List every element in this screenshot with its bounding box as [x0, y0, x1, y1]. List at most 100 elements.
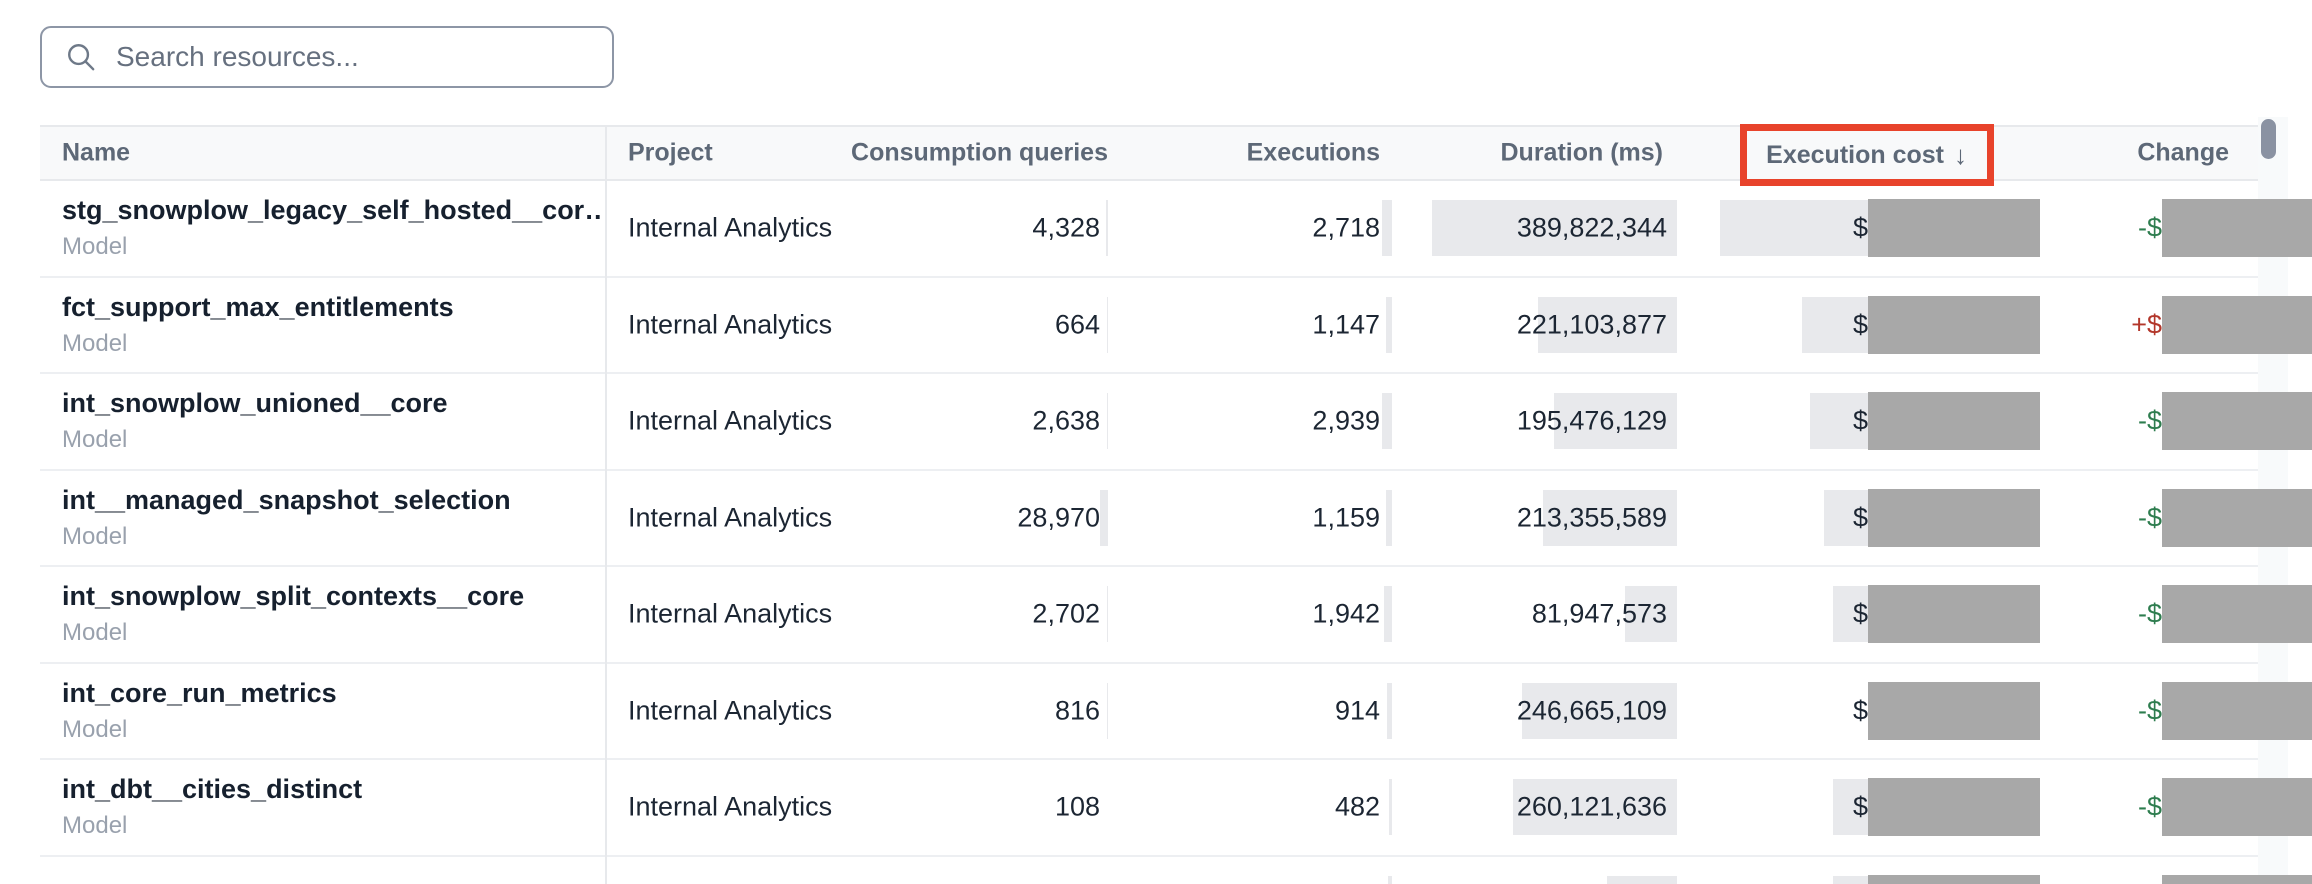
consumption-data-bar [1107, 682, 1108, 739]
duration-data-bar [1543, 489, 1677, 546]
name-cell: fct_dbt_project_activity [62, 857, 602, 884]
change-redaction-box [2162, 488, 2312, 547]
col-header-execution-cost[interactable]: Execution cost [1766, 140, 1944, 169]
table-row[interactable]: int__managed_snapshot_selection Model In… [40, 470, 2312, 567]
executions-data-bar [1387, 682, 1392, 739]
cost-redaction-box [1868, 488, 2040, 547]
executions-data-bar [1389, 779, 1392, 836]
table-row[interactable]: fct_support_max_entitlements Model Inter… [40, 277, 2312, 374]
executions-data-bar [1384, 586, 1392, 643]
table-row[interactable]: int_dbt__cities_distinct Model Internal … [40, 760, 2312, 857]
cost-value-prefix: $ [1852, 598, 1868, 629]
consumption-value: 2,638 [1032, 405, 1100, 436]
cost-redaction-box [1868, 778, 2040, 837]
consumption-data-bar [1107, 393, 1108, 450]
name-cell: fct_support_max_entitlements Model [62, 278, 602, 373]
duration-value: 81,947,573 [1531, 598, 1667, 629]
cost-data-bar [1833, 875, 1868, 884]
col-header-project[interactable]: Project [628, 138, 713, 167]
cost-redaction-box [1868, 874, 2040, 884]
consumption-data-bar [1107, 586, 1108, 643]
resource-name[interactable]: int_snowplow_split_contexts__core [62, 581, 525, 612]
duration-data-bar [1538, 296, 1677, 353]
cost-data-bar [1720, 200, 1868, 257]
table-row[interactable]: int_core_run_metrics Model Internal Anal… [40, 663, 2312, 760]
resource-name[interactable]: fct_support_max_entitlements [62, 291, 454, 322]
executions-data-bar [1382, 200, 1392, 257]
executions-value: 482 [1334, 791, 1380, 822]
project-cell: Internal Analytics [628, 598, 833, 629]
resources-table: Name Project Consumption queries Executi… [40, 124, 2312, 884]
resource-type: Model [62, 715, 128, 743]
table-row[interactable]: fct_dbt_project_activity [40, 856, 2312, 884]
cost-data-bar [1824, 489, 1868, 546]
resource-name[interactable]: int_core_run_metrics [62, 677, 337, 708]
cost-value-prefix: $ [1852, 212, 1868, 243]
change-redaction-box [2162, 295, 2312, 354]
name-cell: int_snowplow_unioned__core Model [62, 374, 602, 469]
name-cell: int_dbt__cities_distinct Model [62, 760, 602, 855]
executions-value: 914 [1334, 695, 1380, 726]
name-column-divider [605, 125, 607, 884]
table-row[interactable]: int_snowplow_split_contexts__core Model … [40, 567, 2312, 664]
change-redaction-box [2162, 778, 2312, 837]
cost-data-bar [1810, 393, 1868, 450]
change-value-prefix: -$ [2137, 695, 2162, 726]
duration-value: 213,355,589 [1516, 502, 1667, 533]
change-redaction-box [2162, 199, 2312, 258]
project-cell: Internal Analytics [628, 695, 833, 726]
name-cell: stg_snowplow_legacy_self_hosted__cor… Mo… [62, 181, 602, 276]
name-cell: int_core_run_metrics Model [62, 664, 602, 759]
resource-name[interactable]: stg_snowplow_legacy_self_hosted__cor… [62, 195, 602, 226]
consumption-data-bar [1106, 200, 1108, 257]
table-header: Name Project Consumption queries Executi… [40, 124, 2258, 186]
scrollbar-thumb[interactable] [2261, 119, 2276, 159]
table-row[interactable]: stg_snowplow_legacy_self_hosted__cor… Mo… [40, 181, 2312, 278]
name-cell: int__managed_snapshot_selection Model [62, 471, 602, 566]
change-redaction-box [2162, 681, 2312, 740]
resource-name[interactable]: int_snowplow_unioned__core [62, 388, 448, 419]
change-value-prefix: +$ [2131, 309, 2162, 340]
resource-name[interactable]: int_dbt__cities_distinct [62, 774, 363, 805]
cost-value-prefix: $ [1852, 502, 1868, 533]
executions-value: 1,147 [1312, 309, 1380, 340]
change-value-prefix: -$ [2137, 405, 2162, 436]
resource-name[interactable]: int__managed_snapshot_selection [62, 484, 511, 515]
sort-desc-icon[interactable]: ↓ [1954, 139, 1967, 170]
consumption-data-bar [1100, 489, 1108, 546]
duration-data-bar [1625, 586, 1677, 643]
col-header-executions[interactable]: Executions [1246, 138, 1380, 167]
consumption-value: 28,970 [1017, 502, 1100, 533]
executions-data-bar [1382, 393, 1392, 450]
col-header-duration[interactable]: Duration (ms) [1500, 138, 1664, 167]
duration-data-bar [1432, 200, 1677, 257]
consumption-value: 664 [1054, 309, 1100, 340]
executions-data-bar [1386, 296, 1392, 353]
consumption-data-bar [1107, 296, 1108, 353]
consumption-value: 2,702 [1032, 598, 1100, 629]
executions-data-bar [1386, 489, 1392, 546]
duration-data-bar [1554, 393, 1677, 450]
project-cell: Internal Analytics [628, 405, 833, 436]
cost-value-prefix: $ [1852, 791, 1868, 822]
search-input[interactable] [116, 41, 590, 73]
cost-redaction-box [1868, 199, 2040, 258]
duration-data-bar [1513, 779, 1677, 836]
duration-value: 221,103,877 [1516, 309, 1667, 340]
search-box[interactable] [40, 26, 614, 88]
col-header-change[interactable]: Change [2137, 138, 2229, 167]
project-cell: Internal Analytics [628, 502, 833, 533]
col-header-name[interactable]: Name [62, 138, 131, 167]
col-header-consumption-queries[interactable]: Consumption queries [851, 138, 1108, 167]
cost-data-bar [1833, 779, 1868, 836]
executions-value: 1,159 [1312, 502, 1380, 533]
duration-value: 195,476,129 [1516, 405, 1667, 436]
executions-value: 2,718 [1312, 212, 1380, 243]
table-row[interactable]: int_snowplow_unioned__core Model Interna… [40, 374, 2312, 471]
duration-value: 260,121,636 [1516, 791, 1667, 822]
cost-redaction-box [1868, 392, 2040, 451]
duration-value: 389,822,344 [1516, 212, 1667, 243]
consumption-value: 108 [1054, 791, 1100, 822]
executions-value: 1,942 [1312, 598, 1380, 629]
consumption-value: 4,328 [1032, 212, 1100, 243]
